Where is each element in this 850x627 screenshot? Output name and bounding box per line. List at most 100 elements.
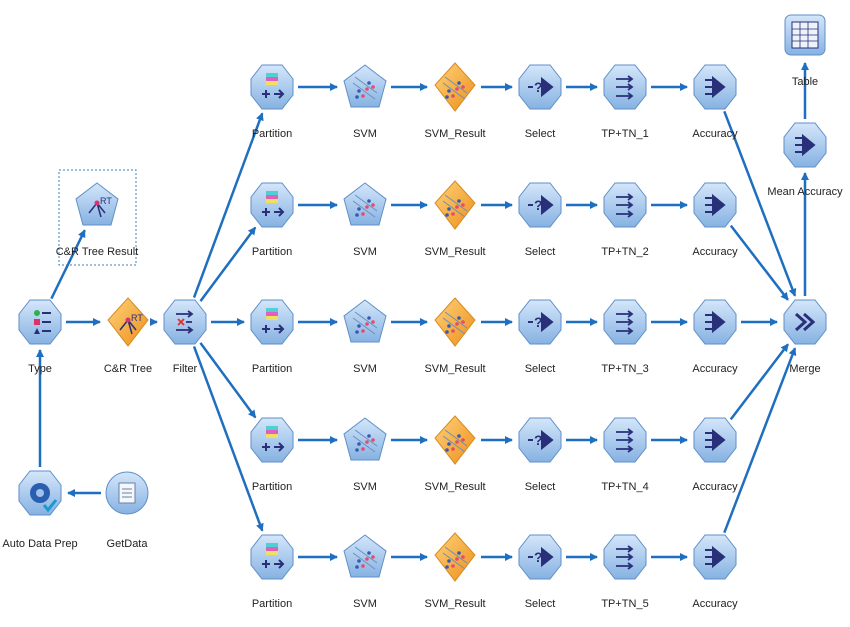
- node-p3[interactable]: Partition: [250, 299, 294, 375]
- node-getdata[interactable]: GetData: [105, 471, 149, 550]
- node-label: Accuracy: [692, 481, 738, 493]
- svm-icon: [352, 76, 378, 100]
- node-label: Partition: [252, 363, 292, 375]
- svm-icon: [442, 311, 468, 335]
- node-r1[interactable]: SVM_Result: [424, 62, 486, 140]
- connections: [36, 62, 809, 561]
- node-label: SVM_Result: [424, 598, 485, 610]
- connection-type-crt_result[interactable]: [50, 229, 86, 300]
- selection-box: [58, 169, 137, 266]
- partition-icon: [262, 543, 285, 569]
- node-label: SVM: [353, 246, 377, 258]
- node-a1[interactable]: Accuracy: [692, 64, 738, 140]
- connection-filter-p1[interactable]: [192, 112, 264, 299]
- node-type[interactable]: Type: [18, 299, 62, 375]
- node-label: SVM: [353, 363, 377, 375]
- nugget-node-shape: [434, 532, 476, 582]
- node-p1[interactable]: Partition: [250, 64, 294, 140]
- derive-icon: [616, 545, 634, 570]
- nugget-node-shape: [434, 180, 476, 230]
- node-label: Partition: [252, 481, 292, 493]
- merge-icon: [795, 312, 816, 332]
- node-sel1[interactable]: ? Select: [518, 64, 562, 140]
- node-label: SVM: [353, 598, 377, 610]
- node-label: SVM: [353, 128, 377, 140]
- connection-a2-merge[interactable]: [729, 224, 789, 301]
- node-r4[interactable]: SVM_Result: [424, 415, 486, 493]
- node-label: SVM_Result: [424, 246, 485, 258]
- node-label: Merge: [789, 363, 820, 375]
- node-a2[interactable]: Accuracy: [692, 182, 738, 258]
- svm-icon: [442, 76, 468, 100]
- node-a3[interactable]: Accuracy: [692, 299, 738, 375]
- node-sel3[interactable]: ? Select: [518, 299, 562, 375]
- node-adp[interactable]: Auto Data Prep: [2, 470, 78, 550]
- node-sel5[interactable]: ? Select: [518, 534, 562, 610]
- node-s3[interactable]: SVM: [343, 299, 387, 375]
- crt-icon: RT: [119, 313, 143, 335]
- nugget-node-shape: [434, 415, 476, 465]
- derive-icon: [616, 428, 634, 453]
- process-node-shape: [518, 299, 562, 345]
- node-label: Partition: [252, 246, 292, 258]
- node-a5[interactable]: Accuracy: [692, 534, 738, 610]
- node-label: Type: [28, 363, 52, 375]
- node-sel2[interactable]: ? Select: [518, 182, 562, 258]
- partition-icon: [262, 308, 285, 334]
- svg-text:?: ?: [534, 197, 543, 213]
- connection-filter-p4[interactable]: [199, 342, 257, 419]
- node-s5[interactable]: SVM: [343, 534, 387, 610]
- node-r3[interactable]: SVM_Result: [424, 297, 486, 375]
- node-label: Accuracy: [692, 128, 738, 140]
- node-label: Select: [525, 598, 556, 610]
- node-p2[interactable]: Partition: [250, 182, 294, 258]
- node-label: GetData: [107, 538, 149, 550]
- connection-filter-p5[interactable]: [192, 345, 264, 532]
- partition-icon: [262, 73, 285, 99]
- node-label: C&R Tree Result: [56, 246, 139, 258]
- node-tp1[interactable]: TP+TN_1: [601, 64, 649, 140]
- node-label: Partition: [252, 128, 292, 140]
- node-label: C&R Tree: [104, 363, 152, 375]
- node-crt[interactable]: RT C&R Tree: [104, 297, 152, 375]
- node-tp2[interactable]: TP+TN_2: [601, 182, 649, 258]
- process-node-shape: [518, 534, 562, 580]
- node-r2[interactable]: SVM_Result: [424, 180, 486, 258]
- node-label: Partition: [252, 598, 292, 610]
- node-r5[interactable]: SVM_Result: [424, 532, 486, 610]
- connection-a5-merge[interactable]: [723, 347, 797, 534]
- node-p4[interactable]: Partition: [250, 417, 294, 493]
- connection-filter-p2[interactable]: [199, 226, 257, 302]
- node-label: TP+TN_5: [601, 598, 648, 610]
- node-tp4[interactable]: TP+TN_4: [601, 417, 649, 493]
- node-a4[interactable]: Accuracy: [692, 417, 738, 493]
- crt-icon: RT: [88, 196, 112, 218]
- node-table[interactable]: Table: [784, 14, 826, 88]
- process-node-shape: [518, 64, 562, 110]
- node-p5[interactable]: Partition: [250, 534, 294, 610]
- select-icon: ?: [528, 546, 554, 568]
- connection-a4-merge[interactable]: [729, 343, 790, 421]
- filter-icon: [176, 310, 194, 334]
- aggregate-icon: [705, 75, 726, 99]
- svg-text:?: ?: [534, 79, 543, 95]
- nodes: Table Mean Accuracy Merge Type RT C&R Tree RT C…: [2, 14, 843, 610]
- node-sel4[interactable]: ? Select: [518, 417, 562, 493]
- node-s2[interactable]: SVM: [343, 182, 387, 258]
- node-s4[interactable]: SVM: [343, 417, 387, 493]
- node-tp3[interactable]: TP+TN_3: [601, 299, 649, 375]
- node-mean_acc[interactable]: Mean Accuracy: [767, 122, 843, 198]
- svg-text:?: ?: [534, 549, 543, 565]
- node-tp5[interactable]: TP+TN_5: [601, 534, 649, 610]
- node-s1[interactable]: SVM: [343, 64, 387, 140]
- node-filter[interactable]: Filter: [163, 299, 207, 375]
- partition-icon: [262, 191, 285, 217]
- node-merge[interactable]: Merge: [783, 299, 827, 375]
- node-crt_result[interactable]: RT C&R Tree Result: [56, 169, 139, 266]
- node-label: SVM_Result: [424, 128, 485, 140]
- select-icon: ?: [528, 311, 554, 333]
- connection-a1-merge[interactable]: [723, 110, 797, 297]
- aggregate-icon: [705, 545, 726, 569]
